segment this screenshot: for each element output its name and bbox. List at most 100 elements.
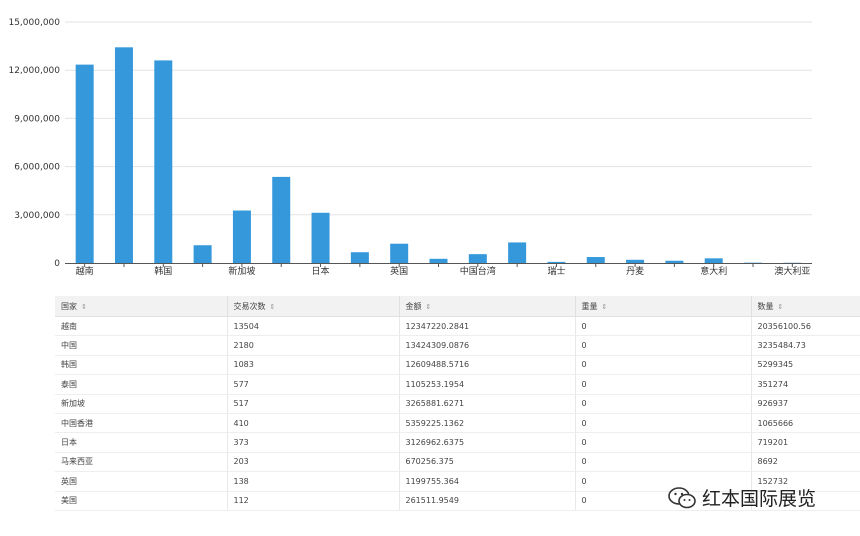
- column-header[interactable]: 数量 ⇕: [751, 296, 860, 317]
- table-cell: 0: [575, 432, 752, 453]
- table-row: 英国 138 1199755.364 0 152732: [55, 471, 860, 492]
- table-cell: 577: [227, 374, 400, 395]
- table-cell: 20356100.56: [751, 316, 860, 337]
- table-row: 马来西亚 203 670256.375 0 8692: [55, 452, 860, 473]
- column-header-label: 重量: [581, 301, 598, 311]
- table-cell: 2180: [227, 335, 400, 356]
- table-cell: 5299345: [751, 355, 860, 376]
- bar: [468, 254, 487, 263]
- x-tick-label: 意大利: [700, 265, 727, 277]
- table-cell: 13424309.0876: [399, 335, 576, 356]
- column-header-label: 金额: [405, 301, 422, 311]
- column-header-label: 交易次数: [233, 301, 266, 311]
- bar: [508, 242, 527, 263]
- x-tick-label: 韩国: [154, 265, 172, 277]
- table-cell: 中国香港: [55, 413, 228, 434]
- table-header-row: 国家 ⇕ 交易次数 ⇕ 金额 ⇕ 重量 ⇕ 数量 ⇕: [55, 296, 860, 317]
- table-body: 越南 13504 12347220.2841 0 20356100.56 中国 2180 13…: [55, 316, 860, 511]
- table-cell: 越南: [55, 316, 228, 337]
- table-cell: 中国: [55, 335, 228, 356]
- table-cell: 5359225.1362: [399, 413, 576, 434]
- x-tick-label: 中国台湾: [460, 265, 496, 277]
- x-tick-label: 新加坡: [228, 265, 255, 277]
- sort-icon[interactable]: ⇕: [777, 302, 784, 311]
- table-row: 中国 2180 13424309.0876 0 3235484.73: [55, 335, 860, 356]
- column-header-label: 数量: [757, 301, 774, 311]
- table-row: 日本 373 3126962.6375 0 719201: [55, 432, 860, 453]
- y-tick-label: 0: [54, 259, 60, 269]
- x-tick-label: 英国: [390, 265, 408, 277]
- table-cell: 0: [575, 491, 752, 511]
- sort-icon[interactable]: ⇕: [269, 302, 276, 311]
- table-cell: 0: [575, 413, 752, 434]
- x-tick-label: 瑞士: [547, 265, 565, 277]
- bar: [272, 176, 291, 263]
- bar: [154, 60, 173, 263]
- bar: [311, 212, 330, 263]
- bar: [193, 245, 212, 263]
- table-cell: 670256.375: [399, 452, 576, 473]
- table-row: 泰国 577 1105253.1954 0 351274: [55, 374, 860, 395]
- column-header[interactable]: 国家 ⇕: [55, 296, 228, 317]
- table-cell: 12609488.5716: [399, 355, 576, 376]
- table-cell: 0: [575, 394, 752, 414]
- table-cell: 1199755.364: [399, 471, 576, 492]
- table-cell: 138: [227, 471, 400, 492]
- table-cell: 0: [575, 374, 752, 395]
- table-cell: 261511.9549: [399, 491, 576, 511]
- bar: [704, 258, 723, 263]
- table-cell: 1105253.1954: [399, 374, 576, 395]
- bar: [744, 262, 763, 264]
- y-tick-label: 6,000,000: [14, 163, 60, 173]
- table-cell: 12347220.2841: [399, 316, 576, 337]
- sort-icon[interactable]: ⇕: [601, 302, 608, 311]
- y-tick-label: 12,000,000: [8, 66, 60, 76]
- sort-icon[interactable]: ⇕: [425, 302, 432, 311]
- table-cell: 8692: [751, 452, 860, 473]
- table-cell: 3235484.73: [751, 335, 860, 356]
- x-tick-label: 丹麦: [626, 265, 644, 277]
- table-cell: 0: [575, 335, 752, 356]
- table-cell: 517: [227, 394, 400, 414]
- table-cell: 3126962.6375: [399, 432, 576, 453]
- table-cell: 日本: [55, 432, 228, 453]
- bar: [350, 252, 369, 263]
- bar: [665, 260, 684, 263]
- watermark-text: 红本国际展览: [702, 488, 817, 510]
- y-tick-label: 9,000,000: [14, 114, 60, 124]
- table-cell: 韩国: [55, 355, 228, 376]
- table-cell: 马来西亚: [55, 452, 228, 473]
- column-header-label: 国家: [61, 301, 77, 311]
- table-row: 中国香港 410 5359225.1362 0 1065666: [55, 413, 860, 434]
- table-cell: 0: [575, 316, 752, 337]
- table-cell: 926937: [751, 394, 860, 414]
- table-cell: 1065666: [751, 413, 860, 434]
- sort-icon[interactable]: ⇕: [81, 302, 87, 311]
- y-tick-label: 15,000,000: [8, 18, 60, 28]
- table-row: 新加坡 517 3265881.6271 0 926937: [55, 394, 860, 414]
- bar: [75, 64, 94, 263]
- bar: [586, 257, 605, 263]
- table-cell: 英国: [55, 471, 228, 492]
- column-header[interactable]: 金额 ⇕: [399, 296, 576, 317]
- table-cell: 410: [227, 413, 400, 434]
- wechat-icon: [668, 486, 696, 508]
- data-table: 国家 ⇕ 交易次数 ⇕ 金额 ⇕ 重量 ⇕ 数量 ⇕ 越南 13504 12347220.2841 0 2…: [55, 296, 860, 511]
- column-header[interactable]: 重量 ⇕: [575, 296, 752, 317]
- bar: [114, 47, 133, 263]
- x-tick-label: 日本: [312, 265, 330, 277]
- column-header[interactable]: 交易次数 ⇕: [227, 296, 400, 317]
- table-row: 美国 112 261511.9549 0: [55, 491, 860, 511]
- watermark: 红本国际展览: [668, 484, 816, 511]
- bar: [429, 258, 448, 263]
- bar-chart: 0 3,000,000 6,000,000 9,000,000 12,000,000 15…: [8, 18, 812, 277]
- data-table-container: 国家 ⇕ 交易次数 ⇕ 金额 ⇕ 重量 ⇕ 数量 ⇕ 越南 13504 12347220.2841 0 2…: [55, 296, 860, 511]
- table-cell: 新加坡: [55, 394, 228, 414]
- table-cell: 203: [227, 452, 400, 473]
- table-row: 越南 13504 12347220.2841 0 20356100.56: [55, 316, 860, 337]
- bar: [626, 259, 645, 263]
- table-cell: 1083: [227, 355, 400, 376]
- table-cell: 美国: [55, 491, 228, 511]
- bar: [232, 210, 251, 263]
- x-tick-label: 澳大利亚: [774, 265, 810, 277]
